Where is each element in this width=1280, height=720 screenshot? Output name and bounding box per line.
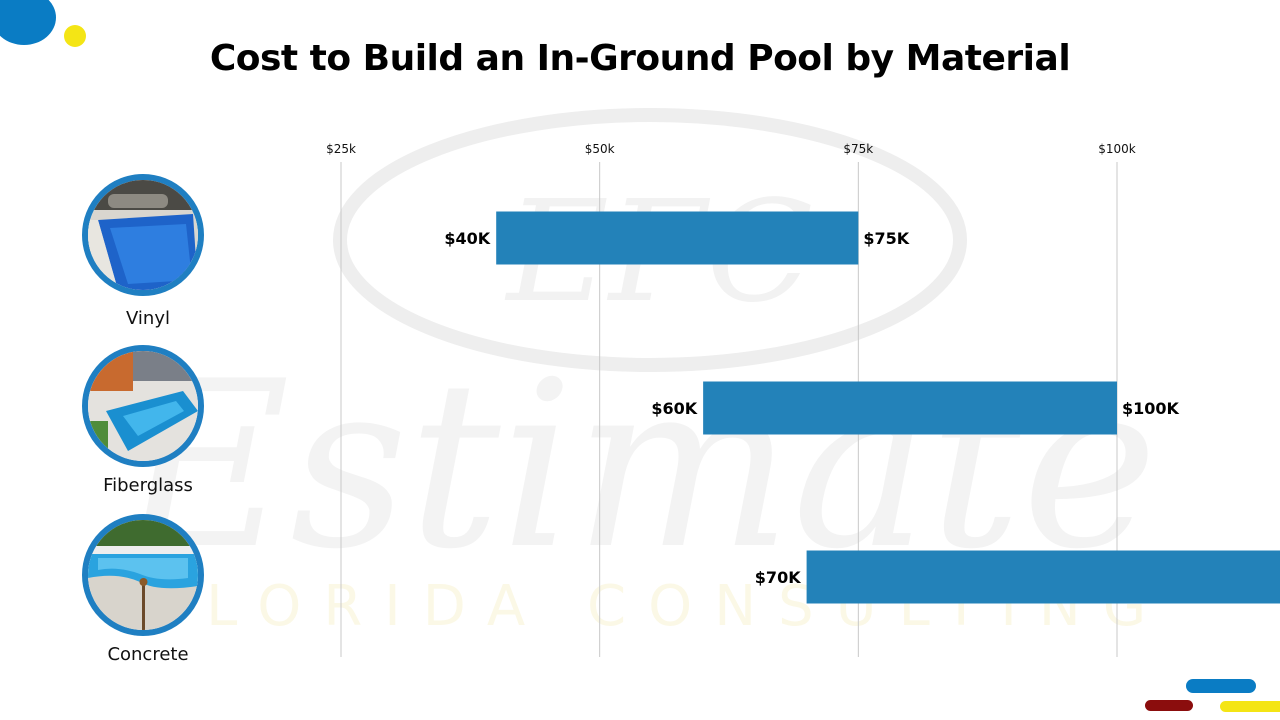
category-label-vinyl: Vinyl [126,308,170,329]
high-value-label: $75K [863,229,909,248]
pill-blue [1186,679,1256,693]
low-value-label: $60K [651,399,697,418]
range-bar-vinyl [496,211,859,265]
corner-yellow-dot [64,25,86,47]
x-tick-label: $100k [1098,142,1136,156]
category-label-fiberglass: Fiberglass [103,475,193,496]
range-bar-fiberglass [703,381,1117,435]
high-value-label: $100K [1122,399,1180,418]
x-tick-label: $75k [843,142,873,156]
pill-darkred [1145,700,1193,711]
range-bar-concrete [806,550,1280,604]
concrete-pool-photo [82,514,204,636]
pill-yellow [1220,701,1280,712]
low-value-label: $70K [755,568,801,587]
chart-title: Cost to Build an In-Ground Pool by Mater… [209,38,1071,79]
x-tick-label: $50k [585,142,615,156]
x-tick-label: $25k [326,142,356,156]
category-label-concrete: Concrete [107,644,189,665]
low-value-label: $40K [444,229,490,248]
